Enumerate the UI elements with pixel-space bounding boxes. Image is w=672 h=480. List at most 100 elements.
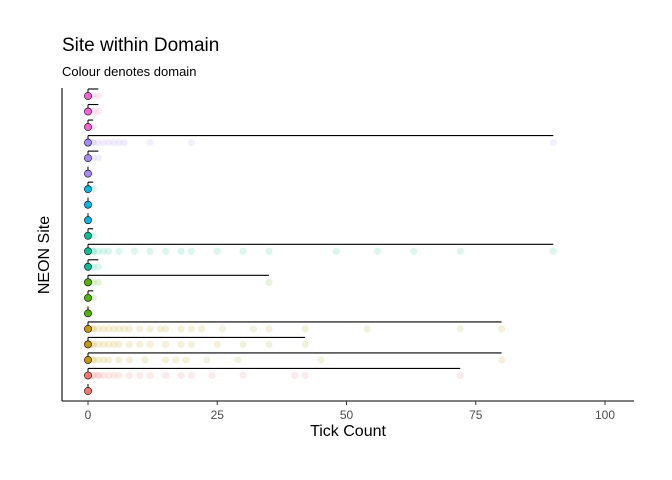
- data-point: [125, 371, 133, 380]
- data-point: [187, 247, 195, 255]
- data-point: [94, 263, 102, 271]
- data-point: [110, 138, 118, 147]
- data-point: [161, 325, 170, 333]
- site-median-point: [84, 123, 92, 131]
- data-point: [136, 325, 144, 333]
- data-point: [105, 325, 113, 333]
- data-point: [317, 356, 325, 364]
- x-tick-label: 100: [595, 408, 615, 422]
- data-point: [115, 247, 123, 255]
- data-point: [125, 325, 133, 333]
- data-point: [146, 371, 154, 380]
- data-point: [105, 247, 113, 255]
- site-median-point: [84, 92, 92, 100]
- data-point: [156, 325, 164, 333]
- site-median-point: [84, 262, 92, 271]
- data-point: [234, 356, 242, 364]
- data-point: [99, 340, 108, 349]
- site-median-point: [84, 107, 92, 116]
- data-point: [115, 340, 123, 349]
- site-median-point: [84, 138, 92, 147]
- data-point: [265, 325, 273, 333]
- site-median-point: [84, 356, 92, 364]
- data-point: [301, 340, 309, 349]
- site-median-point: [84, 200, 92, 209]
- data-point: [94, 138, 102, 147]
- data-point: [172, 356, 180, 364]
- data-point: [218, 325, 227, 333]
- site-median-point: [84, 324, 92, 333]
- data-point: [161, 247, 170, 255]
- data-point: [99, 325, 108, 333]
- data-point: [410, 247, 418, 255]
- data-point: [146, 247, 154, 255]
- data-point: [141, 356, 149, 364]
- site-median-point: [84, 247, 92, 256]
- data-point: [94, 154, 102, 162]
- data-point: [213, 247, 221, 255]
- data-point: [105, 356, 113, 364]
- data-point: [456, 247, 464, 255]
- data-point: [110, 371, 118, 380]
- x-tick-label: 25: [211, 408, 225, 422]
- site-median-point: [84, 154, 92, 163]
- data-point: [115, 325, 123, 333]
- data-point: [125, 356, 133, 364]
- data-point: [187, 371, 195, 380]
- data-point: [99, 138, 108, 147]
- chart-title: Site within Domain: [62, 35, 220, 56]
- data-point: [187, 138, 195, 147]
- site-median-point: [84, 387, 92, 395]
- data-point: [110, 325, 118, 333]
- data-point: [110, 340, 118, 349]
- data-point: [94, 247, 102, 255]
- data-point: [239, 340, 247, 349]
- data-point: [265, 340, 273, 349]
- data-point: [265, 278, 273, 286]
- data-point: [549, 138, 557, 147]
- site-median-point: [84, 371, 92, 380]
- data-point: [177, 247, 185, 255]
- data-point: [198, 325, 206, 333]
- data-point: [161, 356, 170, 364]
- site-median-point: [84, 340, 92, 349]
- data-point: [120, 325, 128, 333]
- data-point: [136, 340, 144, 349]
- data-point: [94, 371, 102, 380]
- site-median-point: [84, 185, 92, 194]
- chart-subtitle: Colour denotes domain: [62, 64, 197, 79]
- x-axis-label: Tick Count: [310, 423, 386, 440]
- site-median-point: [84, 309, 92, 318]
- data-point: [94, 371, 102, 380]
- data-point: [94, 325, 102, 333]
- data-point: [291, 371, 299, 380]
- x-tick-label: 75: [469, 408, 483, 422]
- data-point: [187, 340, 195, 349]
- data-point: [498, 356, 506, 364]
- data-point: [177, 325, 185, 333]
- data-point: [99, 247, 108, 255]
- data-point: [301, 371, 309, 380]
- data-point: [161, 371, 170, 380]
- data-point: [146, 325, 154, 333]
- data-point: [99, 371, 108, 380]
- data-point: [161, 340, 170, 349]
- data-point: [115, 356, 123, 364]
- data-point: [187, 325, 195, 333]
- data-point: [363, 325, 371, 333]
- data-point: [301, 325, 309, 333]
- data-point: [94, 340, 102, 349]
- data-point: [115, 138, 123, 147]
- data-point: [549, 247, 557, 255]
- data-point: [94, 92, 102, 100]
- data-point: [213, 340, 221, 349]
- site-median-point: [84, 278, 92, 287]
- data-point: [332, 247, 340, 255]
- data-point: [105, 340, 113, 349]
- data-point: [265, 247, 273, 255]
- data-point: [239, 371, 247, 380]
- data-point: [94, 356, 102, 364]
- data-point: [94, 278, 102, 286]
- data-point: [456, 371, 464, 380]
